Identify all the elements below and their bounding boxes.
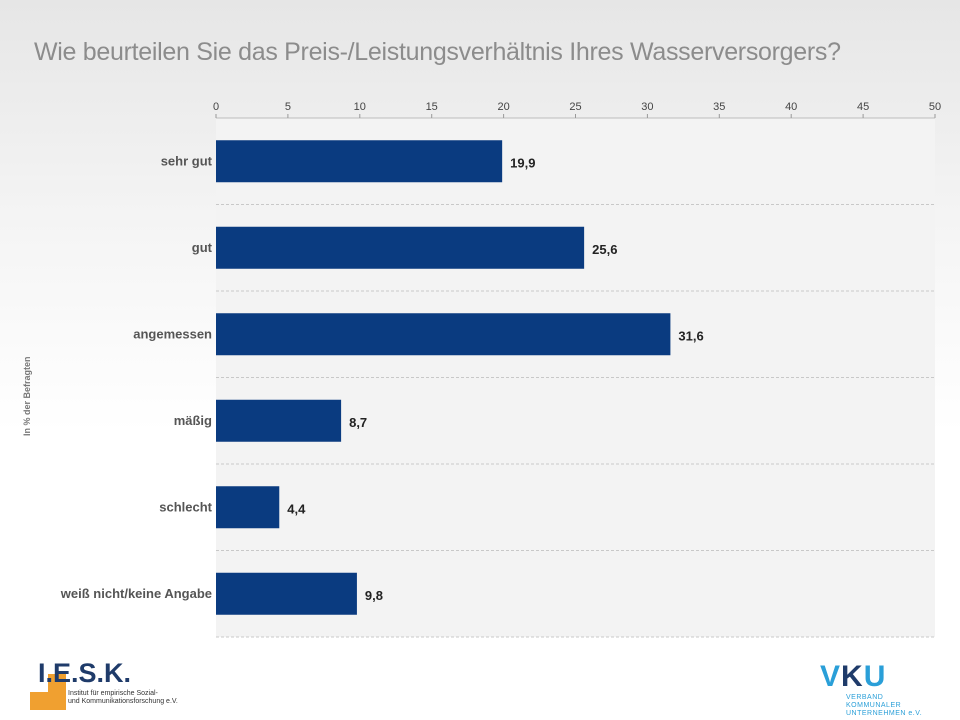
- y-axis-label-wrap: In % der Befragten: [22, 356, 36, 546]
- bar: [216, 486, 280, 529]
- x-tick-label: 5: [285, 101, 291, 113]
- x-tick-label: 25: [569, 101, 581, 113]
- x-tick-label: 30: [641, 101, 653, 113]
- bar: [216, 399, 342, 442]
- bar-chart: 0 5 10 15 20 25 30 35 40 45 50 sehr gut 19,9 gut 25,6 a…: [60, 101, 941, 638]
- category-label: gut: [192, 240, 213, 255]
- iesk-logo: I.E.S.K. Institut für empirische Sozial-…: [30, 658, 210, 714]
- category-label: weiß nicht/keine Angabe: [60, 586, 212, 601]
- plot-area: [216, 118, 935, 637]
- bar: [216, 572, 357, 615]
- vku-logo-mark: VKU: [820, 660, 887, 693]
- iesk-sub-line2: und Kommunikationsforschung e.V.: [68, 698, 178, 705]
- bar: [216, 313, 671, 356]
- bar: [216, 140, 503, 183]
- iesk-sub-line1: Institut für empirische Sozial-: [68, 690, 158, 697]
- bar: [216, 226, 585, 269]
- iesk-logo-subtitle: Institut für empirische Sozial- und Komm…: [68, 690, 208, 706]
- x-tick-label: 0: [213, 101, 219, 113]
- value-label: 31,6: [678, 328, 703, 343]
- x-tick-label: 10: [354, 101, 366, 113]
- value-label: 4,4: [287, 501, 306, 516]
- chart-title: Wie beurteilen Sie das Preis-/Leistungsv…: [34, 38, 841, 66]
- category-label: schlecht: [159, 499, 212, 514]
- iesk-logo-name: I.E.S.K.: [38, 658, 132, 688]
- value-label: 19,9: [510, 155, 535, 170]
- vku-sub-line2: UNTERNEHMEN e.V.: [846, 710, 923, 717]
- vku-logo: VKU VERBAND KOMMUNALER UNTERNEHMEN e.V.: [820, 660, 940, 717]
- x-tick-label: 35: [713, 101, 725, 113]
- value-label: 25,6: [592, 242, 617, 257]
- y-axis-label: In % der Befragten: [22, 356, 32, 436]
- vku-sub-line1: VERBAND KOMMUNALER: [846, 694, 902, 709]
- category-label: angemessen: [133, 326, 212, 341]
- x-tick-label: 20: [497, 101, 509, 113]
- value-label: 8,7: [349, 415, 367, 430]
- vku-logo-subtitle: VERBAND KOMMUNALER UNTERNEHMEN e.V.: [846, 694, 940, 718]
- x-tick-label: 50: [929, 101, 941, 113]
- value-label: 9,8: [365, 588, 383, 603]
- iesk-logo-square: [30, 674, 66, 710]
- x-tick-label: 15: [426, 101, 438, 113]
- category-label: mäßig: [174, 413, 212, 428]
- x-tick-label: 40: [785, 101, 797, 113]
- x-tick-label: 45: [857, 101, 869, 113]
- category-label: sehr gut: [161, 153, 213, 168]
